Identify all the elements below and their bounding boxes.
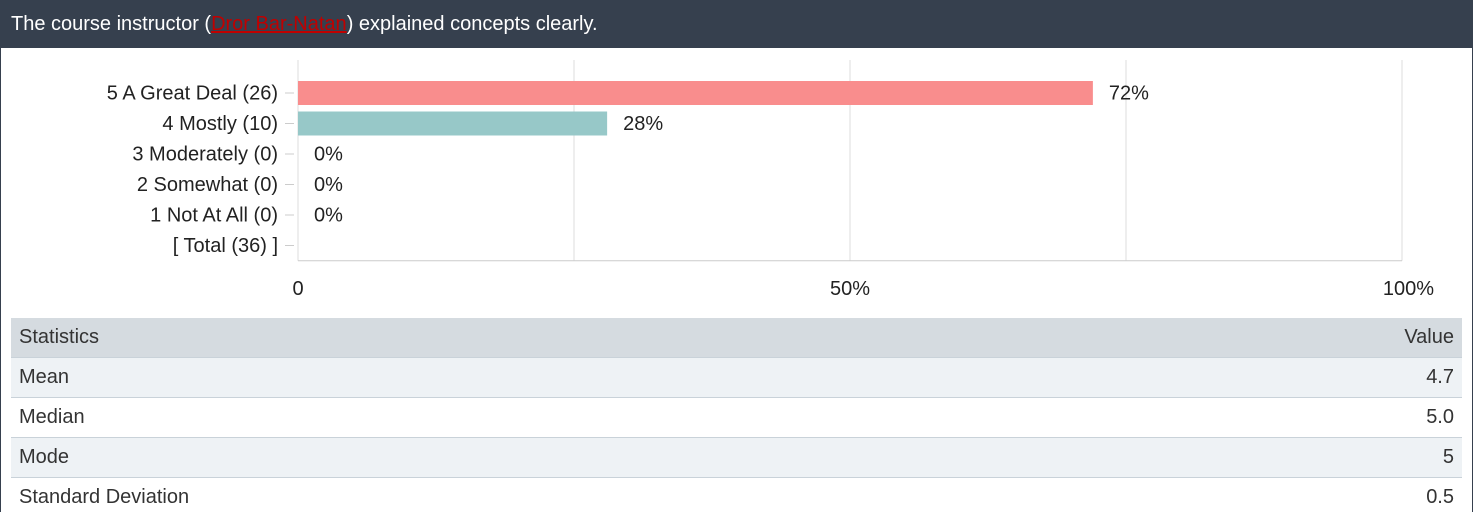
stat-value: 0.5 xyxy=(1083,477,1462,512)
header-cell: Value xyxy=(1083,318,1462,358)
category-label: 2 Somewhat (0) xyxy=(137,174,278,196)
value-label: 0% xyxy=(314,204,343,226)
instructor-link[interactable]: Dror Bar-Natan xyxy=(211,13,347,35)
table-header: Statistics Value xyxy=(11,318,1462,358)
stat-name: Median xyxy=(11,397,1084,438)
x-tick-label: 100% xyxy=(1383,278,1434,300)
value-label: 28% xyxy=(623,113,663,135)
title-text: The course instructor ( xyxy=(11,13,212,35)
category-label: [ Total (36) ] xyxy=(173,235,278,257)
statistics-table: Statistics Value Mean 4.7 Median 5.0 Mode 5 St… xyxy=(11,318,1462,512)
stat-value: 4.7 xyxy=(1083,357,1462,398)
table-row: Median 5.0 xyxy=(11,397,1462,438)
table-row: Mean 4.7 xyxy=(11,357,1462,398)
category-label: 4 Mostly (10) xyxy=(162,113,278,135)
bar xyxy=(298,111,608,136)
x-tick-label: 0 xyxy=(292,278,303,300)
category-label: 5 A Great Deal (26) xyxy=(107,82,278,104)
stat-name: Mean xyxy=(11,357,1084,398)
header-cell: Statistics xyxy=(11,318,1084,358)
chart: 0 50% 100% 5 A Great Deal (26) 72% 4 Mostly (… xyxy=(107,60,1434,300)
value-label: 72% xyxy=(1109,82,1149,104)
value-label: 0% xyxy=(314,174,343,196)
title-text: ) explained concepts clearly. xyxy=(346,13,598,35)
stat-value: 5.0 xyxy=(1083,397,1462,438)
question-header: The course instructor (Dror Bar-Natan) e… xyxy=(1,0,1472,48)
stat-name: Standard Deviation xyxy=(11,477,1084,512)
stat-name: Mode xyxy=(11,437,1084,478)
table-row: Standard Deviation 0.5 xyxy=(11,477,1462,512)
stat-value: 5 xyxy=(1083,437,1462,478)
table-row: Mode 5 xyxy=(11,437,1462,478)
value-label: 0% xyxy=(314,143,343,165)
category-label: 1 Not At All (0) xyxy=(150,204,278,226)
category-label: 3 Moderately (0) xyxy=(132,143,278,165)
bar xyxy=(298,81,1093,105)
x-tick-label: 50% xyxy=(830,278,870,300)
